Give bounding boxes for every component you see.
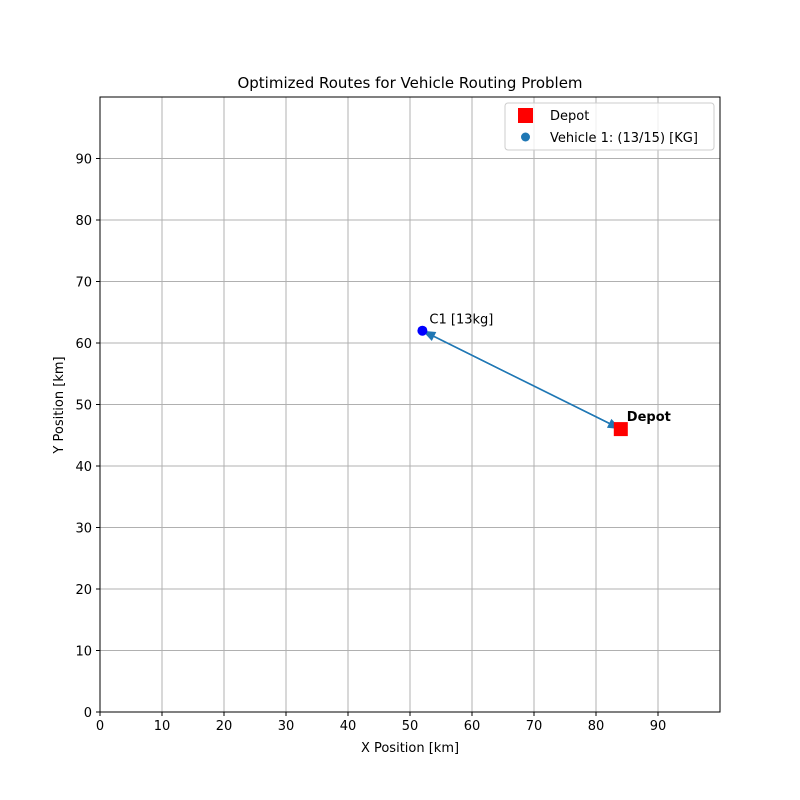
- route-segment: [422, 330, 610, 424]
- y-tick-label: 0: [84, 706, 92, 721]
- customer-point: [417, 325, 428, 336]
- legend-vehicle-label: Vehicle 1: (13/15) [KG]: [550, 131, 698, 146]
- data-points: C1 [13kg] Depot: [417, 313, 671, 437]
- y-axis-ticks: 0 10 20 30 40 50 60 70 80 90: [75, 153, 100, 721]
- x-tick-label: 20: [216, 719, 233, 734]
- x-tick-label: 50: [402, 719, 419, 734]
- y-tick-label: 10: [75, 645, 92, 660]
- legend-box: [504, 102, 715, 151]
- y-tick-label: 60: [75, 337, 92, 352]
- y-tick-label: 20: [75, 583, 92, 598]
- x-tick-label: 40: [340, 719, 357, 734]
- x-tick-label: 10: [154, 719, 171, 734]
- x-tick-label: 30: [278, 719, 295, 734]
- y-tick-label: 50: [75, 399, 92, 414]
- y-tick-label: 40: [75, 460, 92, 475]
- x-tick-label: 90: [650, 719, 667, 734]
- y-axis-label: Y Position [km]: [52, 356, 67, 454]
- customer-label: C1 [13kg]: [429, 313, 493, 328]
- x-tick-label: 80: [588, 719, 605, 734]
- legend-depot-marker: [518, 108, 533, 123]
- y-tick-label: 90: [75, 153, 92, 168]
- depot-label: Depot: [627, 410, 671, 425]
- x-tick-label: 0: [96, 719, 104, 734]
- x-axis-label: X Position [km]: [361, 741, 459, 756]
- legend: Depot Vehicle 1: (13/15) [KG]: [504, 102, 715, 151]
- y-tick-label: 80: [75, 214, 92, 229]
- y-tick-label: 30: [75, 522, 92, 537]
- legend-depot-label: Depot: [550, 109, 589, 124]
- x-tick-label: 70: [526, 719, 543, 734]
- x-axis-ticks: 0 10 20 30 40 50 60 70 80 90: [96, 712, 666, 734]
- x-tick-label: 60: [464, 719, 481, 734]
- legend-vehicle-marker: [521, 132, 530, 142]
- depot-marker: [613, 422, 628, 437]
- y-tick-label: 70: [75, 276, 92, 291]
- chart-title: Optimized Routes for Vehicle Routing Pro…: [237, 74, 582, 92]
